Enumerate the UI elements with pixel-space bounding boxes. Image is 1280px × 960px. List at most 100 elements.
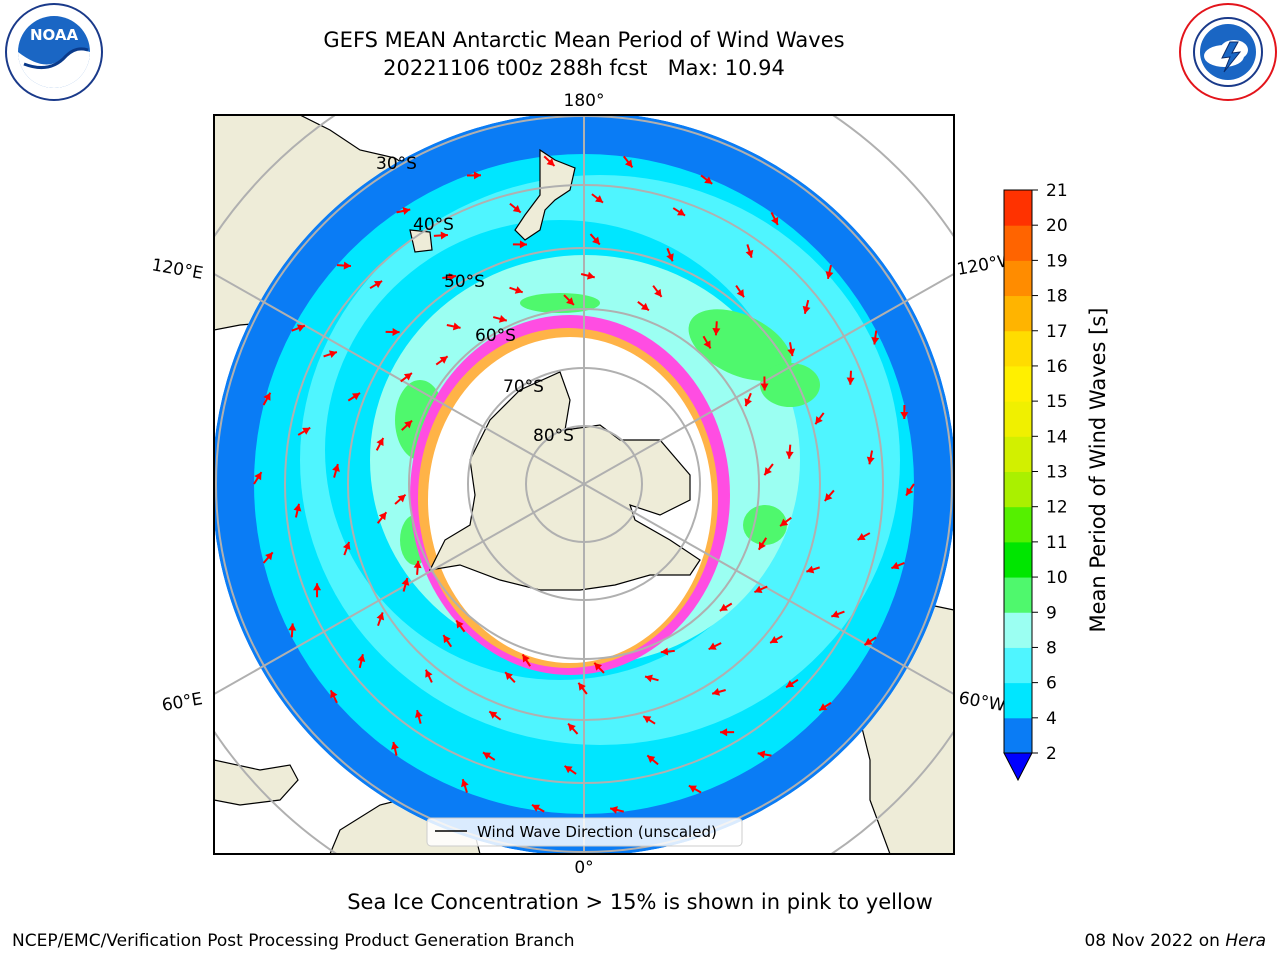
wave-direction-arrowhead: [595, 195, 604, 203]
wave-direction-arrowhead: [688, 785, 697, 793]
map-title: GEFS MEAN Antarctic Mean Period of Wind …: [323, 28, 845, 52]
lon-label-60w: 60°W: [957, 688, 1007, 716]
wave-direction-arrowhead: [357, 654, 366, 662]
colorbar-segment: [1004, 612, 1032, 648]
wave-direction-arrowhead: [489, 711, 498, 719]
wave-direction-arrowhead: [343, 261, 351, 270]
wave-direction-arrowhead: [342, 541, 351, 550]
wave-direction-arrowhead: [787, 348, 796, 357]
colorbar-segment: [1004, 401, 1032, 437]
colorbar-tick-label: 21: [1046, 181, 1068, 201]
sea-ice-note: Sea Ice Concentration > 15% is shown in …: [347, 890, 933, 914]
wave-direction-arrowhead: [720, 728, 728, 737]
wave-direction-arrowhead: [643, 716, 652, 724]
wave-direction-arrowhead: [452, 322, 461, 331]
colorbar-tick-label: 19: [1046, 251, 1068, 271]
wave-direction-arrowhead: [866, 456, 875, 465]
wave-direction-arrowhead: [640, 302, 649, 311]
wave-direction-arrowhead: [414, 710, 423, 718]
colorbar-tick-label: 15: [1046, 392, 1068, 412]
wave-direction-arrowhead: [758, 541, 766, 550]
wave-direction-arrowhead: [594, 662, 603, 671]
wave-direction-arrowhead: [745, 249, 754, 258]
lat-label-40s: 40°S: [413, 215, 454, 235]
colorbar-segment: [1004, 436, 1032, 472]
wave-direction-arrowhead: [815, 416, 823, 425]
wave-direction-arrowhead: [645, 674, 653, 683]
wave-direction-arrowhead: [819, 703, 828, 711]
wave-direction-arrowhead: [519, 240, 527, 249]
wave-direction-arrowhead: [824, 493, 833, 502]
wave-direction-arrowhead: [263, 392, 271, 401]
wave-direction-arrowhead: [522, 654, 530, 663]
colorbar-tick-label: 18: [1046, 287, 1068, 307]
colorbar-segment: [1004, 471, 1032, 508]
wave-direction-arrowhead: [764, 467, 772, 476]
wave-direction-arrowhead: [391, 741, 399, 750]
lon-label-180: 180°: [564, 91, 605, 111]
wave-direction-arrowhead: [825, 271, 834, 279]
wave-direction-arrowhead: [770, 635, 779, 643]
colorbar-tick-label: 12: [1046, 498, 1068, 518]
lon-label-120e: 120°E: [150, 255, 204, 284]
wave-direction-arrowhead: [461, 779, 469, 788]
wave-direction-arrowhead: [857, 532, 866, 540]
wave-direction-arrowhead: [712, 328, 721, 336]
wave-direction-arrowhead: [906, 487, 914, 496]
colorbar-segment: [1004, 682, 1032, 719]
wave-direction-arrowhead: [376, 612, 385, 621]
wave-direction-arrowhead: [712, 688, 721, 696]
colorbar-tick-label: 16: [1046, 357, 1068, 377]
wave-direction-arrowhead: [401, 577, 410, 586]
lat-label-80s: 80°S: [533, 426, 574, 446]
wave-direction-arrowhead: [900, 411, 909, 420]
wave-direction-arrowhead: [425, 669, 433, 678]
wave-direction-arrowhead: [891, 561, 900, 570]
wave-direction-arrowhead: [871, 337, 880, 345]
wave-direction-arrowhead: [546, 158, 555, 166]
colorbar-tick-label: 10: [1046, 568, 1068, 588]
colorbar-label: Mean Period of Wind Waves [s]: [1086, 307, 1110, 633]
colorbar-segment: [1004, 506, 1032, 543]
wave-direction-arrowhead: [505, 672, 513, 681]
noaa-logo-text: NOAA: [30, 26, 79, 44]
branch-credit: NCEP/EMC/Verification Post Processing Pr…: [12, 931, 575, 951]
wave-direction-arrowhead: [760, 383, 769, 391]
wave-period-field: [214, 115, 954, 854]
wave-direction-arrowhead: [802, 305, 811, 314]
wave-direction-arrowhead: [806, 565, 815, 574]
colorbar-segment: [1004, 365, 1032, 402]
wave-direction-arrowhead: [660, 647, 669, 656]
date-credit: 08 Nov 2022 on Hera: [1084, 931, 1266, 951]
wave-direction-arrowhead: [448, 273, 457, 281]
colorbar-tick-label: 13: [1046, 463, 1068, 483]
colorbar-tick-label: 20: [1046, 216, 1068, 236]
wave-direction-arrowhead: [846, 377, 855, 385]
lat-label-70s: 70°S: [503, 377, 544, 397]
colorbar-tick-label: 11: [1046, 533, 1068, 553]
legend-label: Wind Wave Direction (unscaled): [477, 823, 717, 841]
colorbar-segment: [1004, 225, 1032, 261]
wave-direction-arrowhead: [473, 171, 481, 180]
wave-direction-arrowhead: [302, 427, 311, 435]
wave-direction-arrowhead: [265, 552, 273, 561]
wind-wave-direction-arrows: [253, 155, 915, 814]
wave-direction-arrowhead: [328, 350, 337, 358]
wave-direction-arrowhead: [666, 253, 674, 262]
colorbar-extend-arrow: [1003, 752, 1033, 782]
colorbar-segment: [1004, 541, 1032, 578]
nws-logo: [1179, 3, 1277, 101]
wave-direction-arrowhead: [757, 750, 766, 759]
wave-direction-arrowhead: [647, 755, 656, 763]
colorbar-segment: [1004, 717, 1032, 754]
colorbar-tick-label: 2: [1046, 744, 1057, 764]
colorbar-segment: [1004, 647, 1032, 684]
colorbar-segment: [1004, 190, 1032, 226]
wave-direction-arrowhead: [566, 297, 574, 305]
wave-direction-arrowhead: [624, 159, 633, 168]
wave-direction-arrowhead: [296, 324, 305, 332]
wave-direction-arrowhead: [397, 494, 406, 503]
host-name: Hera: [1225, 931, 1266, 951]
wave-direction-arrowhead: [288, 623, 297, 631]
wave-direction-arrowhead: [376, 437, 384, 447]
